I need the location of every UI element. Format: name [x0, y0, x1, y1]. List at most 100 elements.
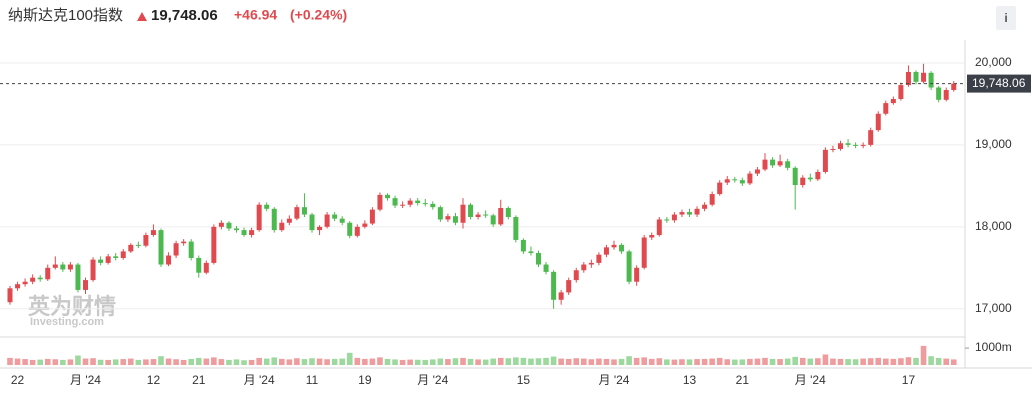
volume-bar	[898, 358, 904, 365]
candle-body	[407, 200, 413, 205]
candle-body	[928, 72, 934, 88]
candle-body	[603, 247, 609, 255]
volume-bar	[97, 359, 104, 365]
x-tick-label: 19	[358, 373, 372, 387]
volume-bar	[60, 359, 66, 365]
candle-body	[181, 241, 187, 244]
volume-bar	[762, 357, 768, 365]
candle-body	[792, 167, 798, 186]
volume-bar	[792, 356, 798, 365]
candle-body	[626, 251, 632, 282]
candle-body	[951, 83, 957, 90]
candle-body	[520, 239, 526, 252]
volume-bar	[316, 358, 323, 365]
volume-bar	[497, 357, 504, 365]
candle-body	[271, 208, 277, 231]
x-tick-label: 17	[902, 373, 916, 387]
volume-bar	[226, 359, 232, 365]
volume-bar	[407, 359, 413, 365]
candle-body	[294, 207, 300, 219]
volume-bar	[7, 357, 13, 365]
volume-bar	[815, 358, 821, 365]
volume-bar	[935, 357, 942, 365]
volume-bar	[44, 358, 51, 365]
candle-body	[883, 103, 889, 114]
x-tick-label: 月 '24	[244, 373, 275, 387]
volume-bar	[588, 359, 595, 365]
volume-bar	[180, 359, 187, 365]
candle-body	[166, 255, 172, 265]
candle-body	[732, 179, 738, 181]
volume-bar	[550, 356, 557, 365]
volume-bar	[913, 357, 919, 365]
volume-bar	[263, 358, 270, 365]
candle-body	[845, 143, 851, 145]
candle-body	[158, 230, 164, 265]
volume-bar	[890, 358, 897, 365]
volume-bar	[218, 359, 225, 365]
volume-bar	[331, 358, 338, 365]
volume-bar	[611, 359, 617, 365]
candle-body	[543, 264, 549, 272]
volume-bar	[377, 357, 383, 365]
volume-bar	[339, 358, 345, 365]
candle-body	[830, 148, 836, 150]
volume-bar	[641, 357, 647, 365]
candle-body	[702, 204, 708, 209]
volume-bar	[437, 358, 444, 365]
volume-bar	[294, 358, 300, 365]
candle-body	[739, 180, 745, 184]
volume-bar	[724, 359, 731, 365]
volume-bar	[301, 359, 308, 365]
candle-body	[309, 214, 315, 231]
volume-bar	[732, 359, 738, 365]
candle-body	[362, 223, 368, 227]
volume-bar	[784, 358, 791, 365]
x-tick-label: 月 '24	[417, 373, 448, 387]
volume-bar	[135, 359, 142, 365]
candle-body	[256, 204, 262, 231]
candle-body	[460, 204, 466, 223]
info-icon[interactable]: i	[1004, 11, 1007, 25]
volume-bar	[414, 359, 421, 365]
candle-body	[649, 235, 655, 238]
candle-body	[135, 244, 141, 246]
volume-bar	[430, 359, 436, 365]
volume-bar	[822, 354, 829, 365]
candle-body	[777, 161, 783, 166]
y-tick-label: 17,000	[975, 301, 1012, 315]
volume-bar	[256, 357, 262, 365]
candle-body	[422, 203, 428, 205]
volume-bar	[747, 358, 753, 365]
volume-bar	[943, 358, 949, 365]
candle-body	[113, 256, 119, 258]
candle-body	[67, 264, 73, 270]
info-button[interactable]	[996, 6, 1016, 30]
candle-body	[226, 222, 232, 229]
candle-body	[770, 159, 776, 166]
volume-bar	[211, 357, 217, 365]
candle-body	[596, 254, 602, 263]
candle-body	[437, 207, 443, 220]
volume-bar	[195, 357, 202, 365]
last-price-box	[967, 74, 1031, 93]
candle-body	[815, 171, 821, 180]
watermark-en: Investing.com	[30, 316, 104, 328]
volume-bar	[701, 358, 708, 365]
volume-bar	[656, 358, 663, 365]
candle-body	[30, 277, 36, 282]
x-tick-label: 22	[11, 373, 25, 387]
volume-bar	[716, 357, 723, 365]
volume-bar	[490, 358, 496, 365]
candle-body	[807, 177, 813, 180]
candle-body	[709, 194, 715, 205]
candle-body	[234, 228, 239, 231]
candle-body	[105, 256, 111, 263]
candle-body	[52, 264, 58, 268]
candle-body	[332, 214, 338, 219]
candle-body	[656, 219, 662, 236]
candle-body	[241, 230, 247, 236]
candle-body	[868, 130, 874, 145]
volume-bar	[22, 359, 28, 365]
